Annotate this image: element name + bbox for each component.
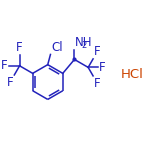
- Text: F: F: [93, 77, 100, 90]
- Text: NH: NH: [75, 36, 92, 49]
- Text: 2: 2: [82, 41, 87, 50]
- Text: F: F: [99, 61, 105, 74]
- Text: F: F: [7, 76, 14, 89]
- Text: F: F: [93, 45, 100, 58]
- Text: Cl: Cl: [51, 41, 62, 54]
- Text: F: F: [16, 41, 23, 54]
- Text: HCl: HCl: [121, 68, 144, 81]
- Text: F: F: [1, 59, 8, 72]
